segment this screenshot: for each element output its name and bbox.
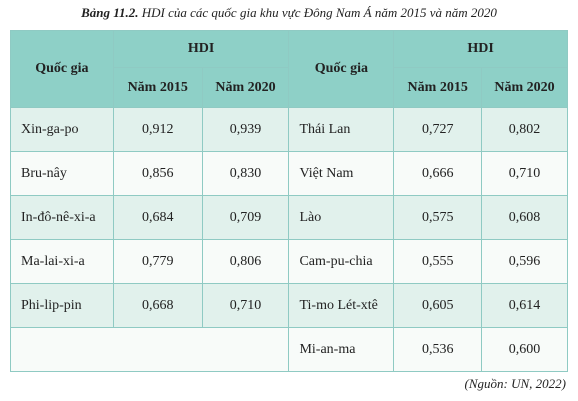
header-hdi: HDI	[393, 30, 568, 68]
hdi-value: 0,830	[201, 151, 290, 196]
country-name: Việt Nam	[288, 151, 395, 196]
hdi-value: 0,666	[393, 151, 483, 196]
country-name: Phi-lip-pin	[10, 283, 114, 328]
caption-label: Bảng 11.2.	[81, 5, 139, 20]
country-name: Xin-ga-po	[10, 107, 114, 152]
hdi-value: 0,605	[393, 283, 483, 328]
hdi-value: 0,939	[201, 107, 290, 152]
country-name: Mi-an-ma	[288, 327, 395, 372]
hdi-value: 0,802	[481, 107, 568, 152]
hdi-value: 0,709	[201, 195, 290, 240]
hdi-value: 0,596	[481, 239, 568, 284]
header-country: Quốc gia	[10, 30, 114, 108]
hdi-value: 0,806	[201, 239, 290, 284]
country-name: Bru-nây	[10, 151, 114, 196]
table-row: Xin-ga-po 0,912 0,939 Thái Lan 0,727 0,802	[10, 107, 568, 152]
header-year: Năm 2020	[481, 67, 568, 108]
hdi-value: 0,555	[393, 239, 483, 284]
header-country: Quốc gia	[288, 30, 395, 108]
country-name: Ti-mo Lét-xtê	[288, 283, 395, 328]
hdi-value: 0,912	[112, 107, 203, 152]
hdi-value: 0,536	[393, 327, 483, 372]
table-row: Phi-lip-pin 0,668 0,710 Ti-mo Lét-xtê 0,605 0…	[10, 283, 568, 328]
country-name: Lào	[288, 195, 395, 240]
source: (Nguồn: UN, 2022)	[464, 376, 566, 391]
country-name: In-đô-nê-xi-a	[10, 195, 114, 240]
table-row: Mi-an-ma 0,536 0,600	[9, 327, 568, 372]
header-year: Năm 2020	[201, 67, 290, 108]
caption-text: HDI của các quốc gia khu vực Đông Nam Á …	[141, 5, 497, 20]
header-hdi: HDI	[112, 30, 290, 68]
hdi-value: 0,710	[201, 283, 290, 328]
header-year: Năm 2015	[393, 67, 483, 108]
hdi-value: 0,575	[393, 195, 483, 240]
hdi-value: 0,684	[112, 195, 203, 240]
hdi-value: 0,608	[481, 195, 568, 240]
hdi-value: 0,600	[481, 327, 568, 372]
country-name: Ma-lai-xi-a	[10, 239, 114, 284]
table-body: Xin-ga-po 0,912 0,939 Thái Lan 0,727 0,802 Bru…	[9, 107, 568, 372]
hdi-value: 0,727	[393, 107, 483, 152]
table-row: In-đô-nê-xi-a 0,684 0,709 Lào 0,575 0,608	[10, 195, 568, 240]
hdi-value: 0,614	[481, 283, 568, 328]
table-row: Bru-nây 0,856 0,830 Việt Nam 0,666 0,710	[10, 151, 568, 196]
hdi-value: 0,710	[481, 151, 568, 196]
caption: Bảng 11.2. HDI của các quốc gia khu vực …	[0, 5, 578, 21]
empty-cell	[9, 327, 290, 372]
hdi-value: 0,668	[112, 283, 203, 328]
hdi-value: 0,779	[112, 239, 203, 284]
country-name: Cam-pu-chia	[288, 239, 395, 284]
hdi-table: Quốc gia HDI Quốc gia HDI Năm 2015 Năm 2020 N…	[9, 30, 568, 372]
header-year: Năm 2015	[112, 67, 203, 108]
table-row: Ma-lai-xi-a 0,779 0,806 Cam-pu-chia 0,555 0,5…	[10, 239, 568, 284]
hdi-value: 0,856	[112, 151, 203, 196]
country-name: Thái Lan	[288, 107, 395, 152]
